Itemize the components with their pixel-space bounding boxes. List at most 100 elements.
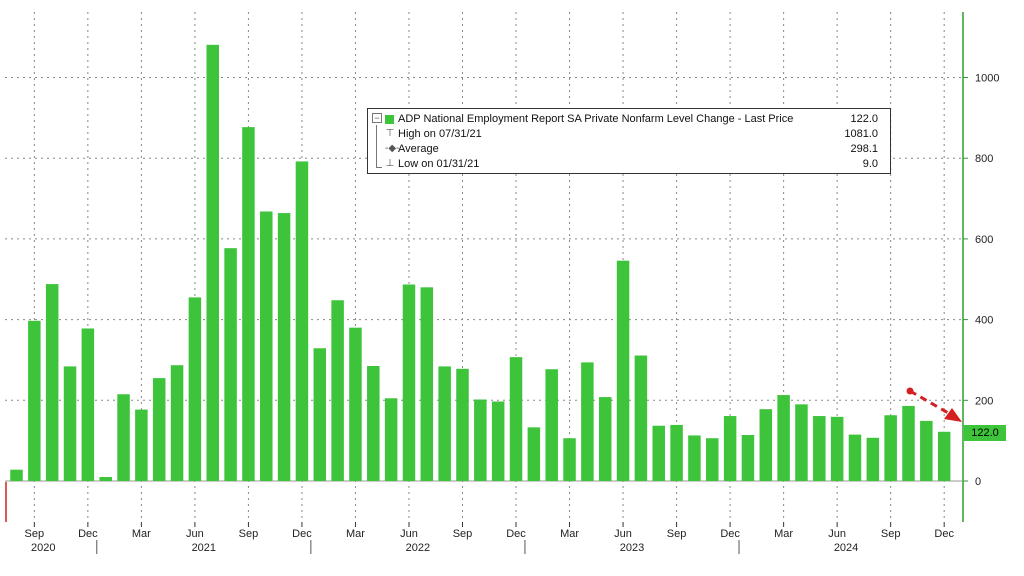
x-tick-label: Mar <box>132 528 151 540</box>
bar <box>170 365 184 481</box>
bar <box>474 399 487 481</box>
legend-high-label: High on 07/31/21 <box>398 128 482 140</box>
x-tick-label: Sep <box>881 528 901 540</box>
bar-series <box>10 44 951 482</box>
bar <box>420 287 434 481</box>
bar <box>634 355 648 481</box>
y-tick-label: 400 <box>975 315 993 327</box>
x-tick-label: Sep <box>25 528 45 540</box>
bar <box>759 409 773 481</box>
bar <box>99 476 112 481</box>
bar <box>367 366 380 481</box>
bar <box>813 416 826 481</box>
legend-row-average: -◆- Average 298.1 <box>368 142 890 156</box>
bar <box>188 297 202 481</box>
x-tick-label: Dec <box>78 528 98 540</box>
y-tick-label: 200 <box>975 395 993 407</box>
x-year-label: 2022 <box>406 542 430 554</box>
y-tick-label: 600 <box>975 234 993 246</box>
bar <box>795 404 808 481</box>
bar <box>866 437 880 481</box>
bar <box>224 248 237 481</box>
x-tick-label: Dec <box>934 528 954 540</box>
bar <box>45 284 59 481</box>
bar <box>331 300 344 481</box>
bar <box>63 366 77 481</box>
bar <box>242 127 255 482</box>
bar <box>723 416 737 481</box>
x-tick-label: Dec <box>720 528 740 540</box>
x-tick-label: Sep <box>239 528 259 540</box>
x-tick-label: Dec <box>506 528 526 540</box>
bar <box>741 435 755 481</box>
bar <box>706 438 719 481</box>
bar <box>10 469 23 481</box>
legend-series-label: ADP National Employment Report SA Privat… <box>398 113 794 125</box>
bar <box>937 431 951 481</box>
bar <box>902 405 915 481</box>
bar <box>545 369 558 481</box>
bar <box>260 211 273 481</box>
legend-low-value: 9.0 <box>862 158 878 170</box>
bar <box>28 320 41 481</box>
bar <box>920 420 933 481</box>
bar <box>884 415 897 481</box>
gridlines <box>5 12 962 522</box>
bar <box>206 44 219 482</box>
bar <box>402 284 416 481</box>
bar <box>581 362 594 481</box>
bar <box>652 425 665 481</box>
x-year-label: 2021 <box>192 542 216 554</box>
legend-row-series: ADP National Employment Report SA Privat… <box>368 112 890 126</box>
x-tick-label: Jun <box>614 528 632 540</box>
bar <box>295 161 309 482</box>
bar <box>456 368 469 481</box>
bar <box>616 260 630 481</box>
bar <box>527 427 541 481</box>
bar <box>81 328 95 481</box>
x-tick-label: Mar <box>774 528 793 540</box>
legend-row-high: ⊤ High on 07/31/21 1081.0 <box>368 127 890 141</box>
x-tick-label: Jun <box>186 528 204 540</box>
bar <box>848 434 862 481</box>
series-swatch <box>385 115 394 124</box>
bar <box>777 395 790 481</box>
x-axis: Sep Dec Mar Jun Sep Dec Mar Jun Sep Dec Mar Jun Sep D… <box>25 522 954 554</box>
annotation-arrow <box>906 387 962 422</box>
legend-high-value: 1081.0 <box>844 128 878 140</box>
bar <box>670 424 683 481</box>
legend-average-label: Average <box>398 143 439 155</box>
x-year-label: 2020 <box>31 542 55 554</box>
x-tick-label: Dec <box>292 528 312 540</box>
legend: − ADP National Employment Report SA Priv… <box>367 108 891 174</box>
bar <box>349 327 362 481</box>
x-tick-label: Jun <box>828 528 846 540</box>
bar <box>830 416 844 481</box>
legend-low-label: Low on 01/31/21 <box>398 158 480 170</box>
collapse-icon[interactable]: − <box>372 113 382 123</box>
bar <box>509 357 523 481</box>
average-marker-icon: -◆- <box>385 143 400 154</box>
x-tick-label: Sep <box>667 528 687 540</box>
bar <box>384 398 398 481</box>
bar <box>117 394 130 481</box>
high-marker-icon: ⊤ <box>385 128 395 139</box>
bar <box>438 366 451 481</box>
bar <box>277 213 291 482</box>
x-year-label: 2024 <box>834 542 858 554</box>
x-year-label: 2023 <box>620 542 644 554</box>
legend-bracket <box>376 125 382 168</box>
legend-row-low: ⊥ Low on 01/31/21 9.0 <box>368 157 890 171</box>
bar <box>563 438 576 481</box>
y-tick-label: 1000 <box>975 73 999 85</box>
bar <box>598 397 612 481</box>
y-tick-label: 800 <box>975 153 993 165</box>
x-tick-label: Jun <box>400 528 418 540</box>
bar <box>152 378 166 481</box>
y-tick-label: 0 <box>975 476 981 488</box>
y-axis: 0 200 400 600 800 1000 <box>963 73 999 488</box>
legend-average-value: 298.1 <box>850 143 878 155</box>
bar <box>135 409 148 481</box>
legend-series-value: 122.0 <box>850 113 878 125</box>
